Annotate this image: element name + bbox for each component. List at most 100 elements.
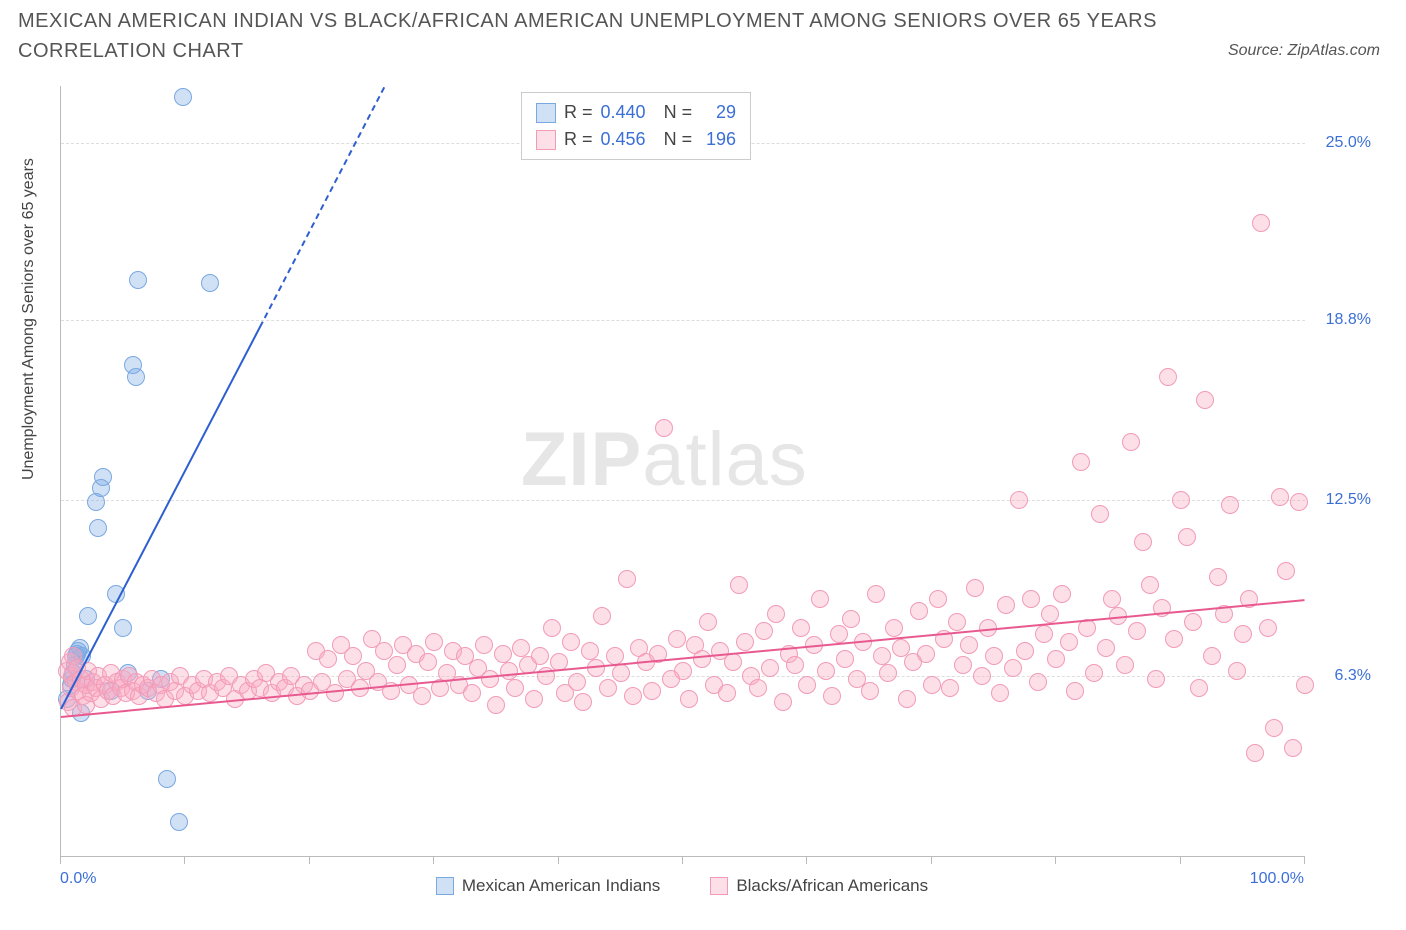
data-point — [767, 605, 785, 623]
data-point — [618, 570, 636, 588]
data-point — [1290, 493, 1308, 511]
legend-swatch — [536, 103, 556, 123]
data-point — [873, 647, 891, 665]
x-tick — [1055, 856, 1056, 864]
data-point — [693, 650, 711, 668]
x-tick — [682, 856, 683, 864]
data-point — [201, 274, 219, 292]
data-point — [1190, 679, 1208, 697]
data-point — [1196, 391, 1214, 409]
x-tick-label: 0.0% — [60, 870, 96, 888]
data-point — [898, 690, 916, 708]
data-point — [1265, 719, 1283, 737]
data-point — [612, 664, 630, 682]
x-tick — [184, 856, 185, 864]
data-point — [1165, 630, 1183, 648]
data-point — [129, 271, 147, 289]
data-point — [1209, 568, 1227, 586]
data-point — [997, 596, 1015, 614]
data-point — [668, 630, 686, 648]
x-tick — [1304, 856, 1305, 864]
x-tick — [806, 856, 807, 864]
legend-swatch — [710, 877, 728, 895]
data-point — [1134, 533, 1152, 551]
data-point — [755, 622, 773, 640]
data-point — [923, 676, 941, 694]
trend-line — [60, 326, 261, 709]
data-point — [1259, 619, 1277, 637]
data-point — [817, 662, 835, 680]
data-point — [830, 625, 848, 643]
data-point — [388, 656, 406, 674]
data-point — [811, 590, 829, 608]
data-point — [89, 519, 107, 537]
data-point — [481, 670, 499, 688]
data-point — [425, 633, 443, 651]
data-point — [1035, 625, 1053, 643]
data-point — [792, 619, 810, 637]
data-point — [1041, 605, 1059, 623]
data-point — [823, 687, 841, 705]
data-point — [749, 679, 767, 697]
legend-N-label: N = — [664, 126, 693, 153]
data-point — [680, 690, 698, 708]
legend-R-label: R = — [564, 99, 593, 126]
data-point — [500, 662, 518, 680]
data-point — [724, 653, 742, 671]
data-point — [326, 684, 344, 702]
data-point — [1234, 625, 1252, 643]
data-point — [1159, 368, 1177, 386]
data-point — [948, 613, 966, 631]
legend-N-value: 196 — [700, 126, 736, 153]
data-point — [910, 602, 928, 620]
watermark-bold: ZIP — [521, 417, 642, 502]
data-point — [581, 642, 599, 660]
data-point — [736, 633, 754, 651]
legend-R-value: 0.456 — [601, 126, 646, 153]
data-point — [973, 667, 991, 685]
legend-stat-row: R =0.440N =29 — [536, 99, 736, 126]
data-point — [861, 682, 879, 700]
data-point — [1060, 633, 1078, 651]
data-point — [463, 684, 481, 702]
data-point — [761, 659, 779, 677]
gridline — [61, 320, 1305, 321]
data-point — [1029, 673, 1047, 691]
data-point — [718, 684, 736, 702]
data-point — [836, 650, 854, 668]
data-point — [929, 590, 947, 608]
data-point — [419, 653, 437, 671]
data-point — [1221, 496, 1239, 514]
data-point — [985, 647, 1003, 665]
chart-title: MEXICAN AMERICAN INDIAN VS BLACK/AFRICAN… — [18, 6, 1206, 66]
data-point — [568, 673, 586, 691]
data-point — [1128, 622, 1146, 640]
data-point — [174, 88, 192, 106]
data-point — [1141, 576, 1159, 594]
data-point — [562, 633, 580, 651]
data-point — [413, 687, 431, 705]
legend-series-label: Mexican American Indians — [462, 876, 660, 896]
x-tick — [60, 856, 61, 864]
data-point — [475, 636, 493, 654]
data-point — [1284, 739, 1302, 757]
data-point — [1203, 647, 1221, 665]
data-point — [941, 679, 959, 697]
data-point — [1022, 590, 1040, 608]
data-point — [94, 468, 112, 486]
data-point — [170, 813, 188, 831]
data-point — [966, 579, 984, 597]
x-tick — [1180, 856, 1181, 864]
data-point — [879, 664, 897, 682]
data-point — [1097, 639, 1115, 657]
legend-N-label: N = — [664, 99, 693, 126]
data-point — [599, 679, 617, 697]
data-point — [1053, 585, 1071, 603]
data-point — [543, 619, 561, 637]
legend-N-value: 29 — [700, 99, 736, 126]
data-point — [1091, 505, 1109, 523]
data-point — [655, 419, 673, 437]
data-point — [1178, 528, 1196, 546]
data-point — [991, 684, 1009, 702]
legend-stats: R =0.440N =29R =0.456N =196 — [521, 92, 751, 160]
